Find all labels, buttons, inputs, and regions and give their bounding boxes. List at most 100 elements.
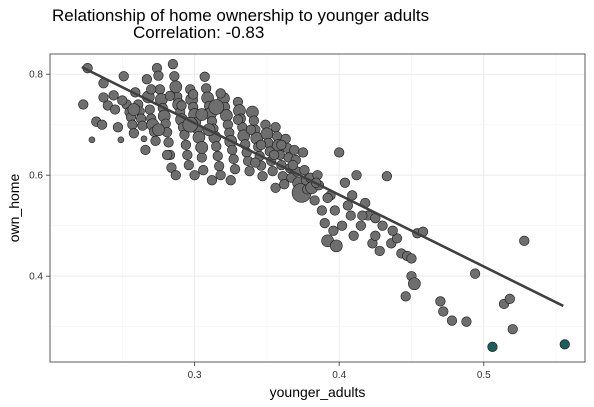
data-point — [154, 84, 165, 95]
data-point — [78, 99, 89, 110]
data-point — [146, 84, 157, 95]
data-point — [141, 74, 152, 85]
data-point — [167, 58, 179, 70]
data-point — [127, 119, 138, 130]
data-point — [336, 220, 348, 231]
data-point — [408, 277, 421, 291]
data-point — [504, 293, 515, 304]
data-point — [152, 123, 165, 137]
data-point — [140, 144, 151, 156]
data-point — [228, 153, 239, 165]
x-axis-ticks: 0.3 0.4 0.5 — [188, 362, 491, 381]
data-point — [109, 104, 121, 115]
data-point — [519, 235, 530, 246]
data-point — [96, 119, 108, 130]
data-points — [78, 58, 570, 352]
data-point — [166, 162, 177, 173]
data-point — [118, 71, 129, 82]
data-point — [179, 129, 190, 140]
data-point — [176, 100, 187, 111]
data-point — [334, 147, 345, 158]
data-point — [319, 218, 330, 229]
data-point — [229, 164, 241, 175]
data-point — [117, 95, 128, 106]
data-point — [435, 296, 446, 307]
data-point — [127, 103, 141, 116]
data-point — [461, 316, 472, 327]
data-point — [128, 128, 139, 139]
data-point — [180, 139, 192, 150]
data-point — [270, 122, 281, 133]
data-point — [212, 150, 223, 162]
x-tick-label: 0.5 — [477, 370, 491, 381]
data-point — [199, 71, 210, 82]
data-point — [208, 99, 225, 115]
data-point — [88, 136, 96, 144]
data-point — [279, 179, 290, 190]
data-point — [345, 210, 356, 221]
y-axis-title: own_home — [6, 174, 22, 243]
data-point — [244, 166, 255, 177]
data-point — [374, 245, 385, 257]
data-point — [339, 177, 351, 188]
data-point — [351, 170, 362, 181]
data-point — [225, 175, 236, 186]
data-point — [299, 165, 310, 176]
chart-subtitle: Correlation: -0.83 — [133, 23, 265, 42]
data-point — [198, 165, 209, 176]
data-point — [248, 115, 259, 126]
y-tick-label: 0.8 — [29, 70, 43, 81]
data-point — [381, 171, 393, 182]
data-point — [297, 147, 309, 158]
data-point — [245, 124, 257, 135]
y-tick-label: 0.6 — [29, 171, 43, 182]
data-point — [355, 220, 366, 231]
data-point — [153, 70, 164, 81]
data-point — [269, 149, 280, 161]
data-point — [137, 120, 148, 131]
y-axis-ticks: 0.4 0.6 0.8 — [29, 70, 50, 283]
data-point — [406, 253, 417, 264]
data-point — [270, 182, 281, 193]
x-tick-label: 0.3 — [188, 370, 202, 381]
data-point — [377, 220, 388, 231]
data-point — [227, 144, 238, 156]
data-point — [250, 157, 261, 168]
y-tick-label: 0.4 — [29, 272, 43, 283]
data-point — [196, 152, 207, 163]
data-point — [289, 144, 300, 156]
data-point — [162, 149, 173, 161]
data-point — [183, 159, 194, 171]
data-point — [316, 205, 327, 216]
data-point — [195, 141, 209, 154]
data-point — [163, 137, 174, 148]
data-point — [117, 136, 125, 144]
data-point — [201, 83, 212, 94]
data-point — [189, 170, 200, 181]
data-point — [387, 225, 398, 236]
data-point — [348, 230, 359, 241]
data-point — [328, 225, 339, 236]
highlighted-data-point — [487, 341, 498, 352]
data-point — [108, 90, 119, 101]
data-point — [257, 171, 268, 182]
chart-title: Relationship of home ownership to younge… — [52, 6, 430, 25]
data-point — [211, 141, 222, 152]
data-point — [287, 159, 299, 171]
data-point — [169, 71, 180, 82]
data-point — [470, 268, 481, 279]
data-point — [182, 149, 193, 161]
data-point — [195, 108, 209, 121]
data-point — [276, 139, 287, 150]
data-point — [169, 80, 183, 94]
data-point — [215, 170, 226, 181]
data-point — [438, 306, 449, 317]
data-point — [329, 205, 340, 216]
data-point — [214, 160, 225, 172]
data-point — [144, 104, 155, 115]
data-point — [188, 89, 199, 100]
plot-frame — [49, 53, 586, 363]
data-point — [150, 135, 161, 146]
data-point — [322, 192, 333, 204]
x-tick-label: 0.4 — [332, 370, 346, 381]
